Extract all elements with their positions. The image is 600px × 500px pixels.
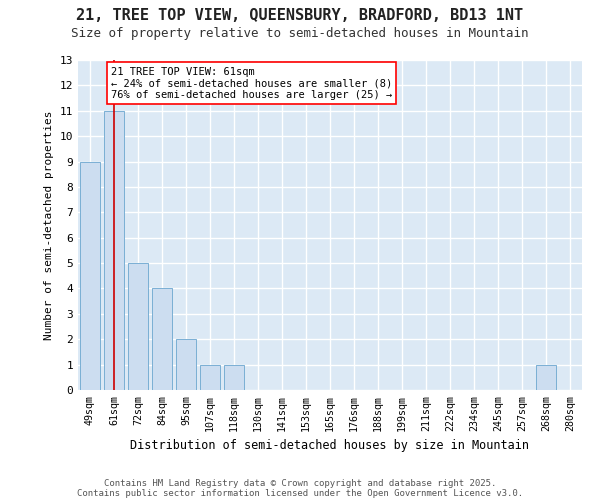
Text: 21, TREE TOP VIEW, QUEENSBURY, BRADFORD, BD13 1NT: 21, TREE TOP VIEW, QUEENSBURY, BRADFORD,…	[76, 8, 524, 22]
Text: Size of property relative to semi-detached houses in Mountain: Size of property relative to semi-detach…	[71, 28, 529, 40]
Bar	[80, 162, 100, 390]
Bar	[224, 364, 244, 390]
Bar	[104, 111, 124, 390]
Bar	[152, 288, 172, 390]
Text: Contains HM Land Registry data © Crown copyright and database right 2025.: Contains HM Land Registry data © Crown c…	[104, 478, 496, 488]
Bar	[200, 364, 220, 390]
Bar	[536, 364, 556, 390]
Text: Contains public sector information licensed under the Open Government Licence v3: Contains public sector information licen…	[77, 488, 523, 498]
Bar	[176, 339, 196, 390]
Bar	[128, 263, 148, 390]
Text: 21 TREE TOP VIEW: 61sqm
← 24% of semi-detached houses are smaller (8)
76% of sem: 21 TREE TOP VIEW: 61sqm ← 24% of semi-de…	[111, 66, 392, 100]
Y-axis label: Number of semi-detached properties: Number of semi-detached properties	[44, 110, 54, 340]
X-axis label: Distribution of semi-detached houses by size in Mountain: Distribution of semi-detached houses by …	[131, 439, 530, 452]
